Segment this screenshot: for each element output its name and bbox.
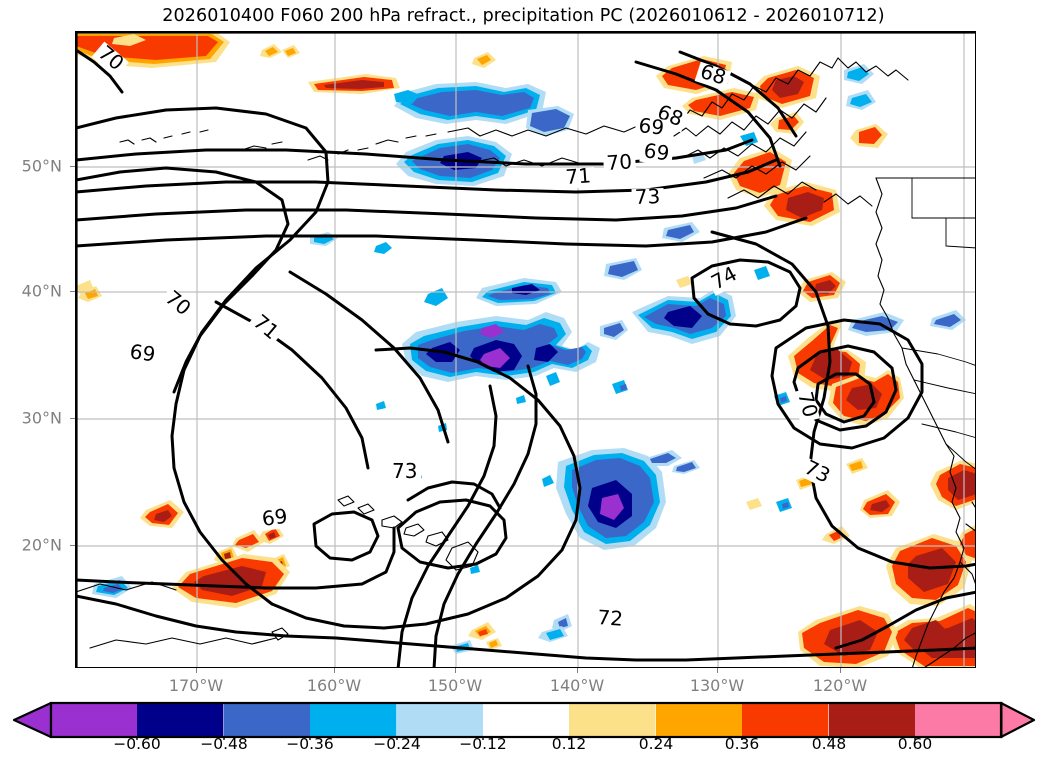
- svg-text:71: 71: [565, 163, 592, 189]
- colorbar-tick-label: −0.60: [113, 735, 161, 753]
- xtick-label-150w: 150°W: [427, 676, 483, 695]
- colorbar: −0.60 −0.48 −0.36 −0.24 −0.12 0.12 0.24 …: [0, 700, 1047, 765]
- ytick-label-20n: 20°N: [21, 535, 62, 555]
- xtick-mark: [196, 668, 197, 673]
- shading-negative: [76, 32, 966, 654]
- colorbar-tick-label: −0.36: [286, 735, 334, 753]
- colorbar-tick-label: −0.48: [200, 735, 248, 753]
- ytick-mark: [70, 291, 75, 292]
- colorbar-tick-label: 0.36: [724, 735, 760, 753]
- colorbar-ticks: [136, 737, 916, 740]
- colorbar-tick-label: 0.48: [811, 735, 847, 753]
- xtick-mark: [840, 668, 841, 673]
- xtick-label-160w: 160°W: [306, 676, 362, 695]
- colorbar-tick-label: 0.24: [638, 735, 674, 753]
- svg-text:69: 69: [260, 504, 289, 531]
- xtick-label-130w: 130°W: [689, 676, 745, 695]
- map-plot-area: 70 68 68 69 69 70 71 73 70 71 69 74 70 7…: [75, 31, 976, 668]
- page-title: 2026010400 F060 200 hPa refract., precip…: [162, 6, 885, 26]
- ytick-label-50n: 50°N: [21, 156, 62, 176]
- svg-text:73: 73: [392, 459, 417, 483]
- shading-positive: [76, 32, 975, 667]
- xtick-mark: [577, 668, 578, 673]
- colorbar-bands: [12, 701, 1036, 739]
- refractivity-contours: [76, 48, 975, 667]
- colorbar-tick-label: 0.60: [897, 735, 933, 753]
- ytick-mark: [70, 166, 75, 167]
- xtick-mark: [334, 668, 335, 673]
- graticule: [76, 32, 975, 667]
- svg-text:70: 70: [161, 285, 196, 320]
- xtick-mark: [717, 668, 718, 673]
- colorbar-svg: [12, 701, 1036, 740]
- colorbar-tick-label: −0.12: [459, 735, 507, 753]
- colorbar-over-arrow: [999, 701, 1036, 739]
- xtick-label-120w: 120°W: [812, 676, 868, 695]
- xtick-label-140w: 140°W: [549, 676, 605, 695]
- xtick-label-170w: 170°W: [168, 676, 224, 695]
- svg-text:69: 69: [128, 339, 157, 366]
- xtick-mark: [455, 668, 456, 673]
- svg-text:73: 73: [634, 184, 660, 209]
- ytick-label-30n: 30°N: [21, 408, 62, 428]
- svg-text:69: 69: [637, 113, 665, 140]
- colorbar-tick-label: 0.12: [551, 735, 587, 753]
- ytick-mark: [70, 418, 75, 419]
- ytick-label-40n: 40°N: [21, 281, 62, 301]
- ytick-mark: [70, 545, 75, 546]
- svg-text:69: 69: [642, 138, 671, 165]
- colorbar-tick-label: −0.24: [373, 735, 421, 753]
- svg-text:72: 72: [597, 605, 624, 631]
- map-svg: 70 68 68 69 69 70 71 73 70 71 69 74 70 7…: [76, 32, 975, 667]
- svg-text:70: 70: [606, 149, 633, 175]
- colorbar-under-arrow: [12, 701, 53, 739]
